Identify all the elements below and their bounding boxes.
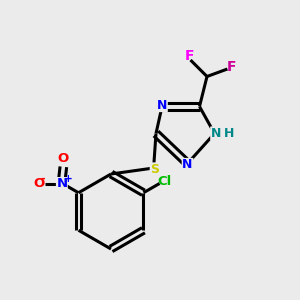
- Text: O: O: [33, 177, 44, 190]
- Text: +: +: [64, 174, 73, 184]
- Text: N: N: [182, 158, 193, 172]
- Text: F: F: [184, 49, 194, 62]
- Text: N: N: [157, 98, 167, 112]
- Text: N: N: [211, 127, 221, 140]
- Text: Cl: Cl: [157, 176, 171, 188]
- Text: N: N: [56, 177, 68, 190]
- Text: O: O: [58, 152, 69, 165]
- Text: S: S: [150, 163, 159, 176]
- Text: -: -: [40, 173, 45, 184]
- Text: F: F: [226, 60, 236, 74]
- Text: H: H: [224, 127, 234, 140]
